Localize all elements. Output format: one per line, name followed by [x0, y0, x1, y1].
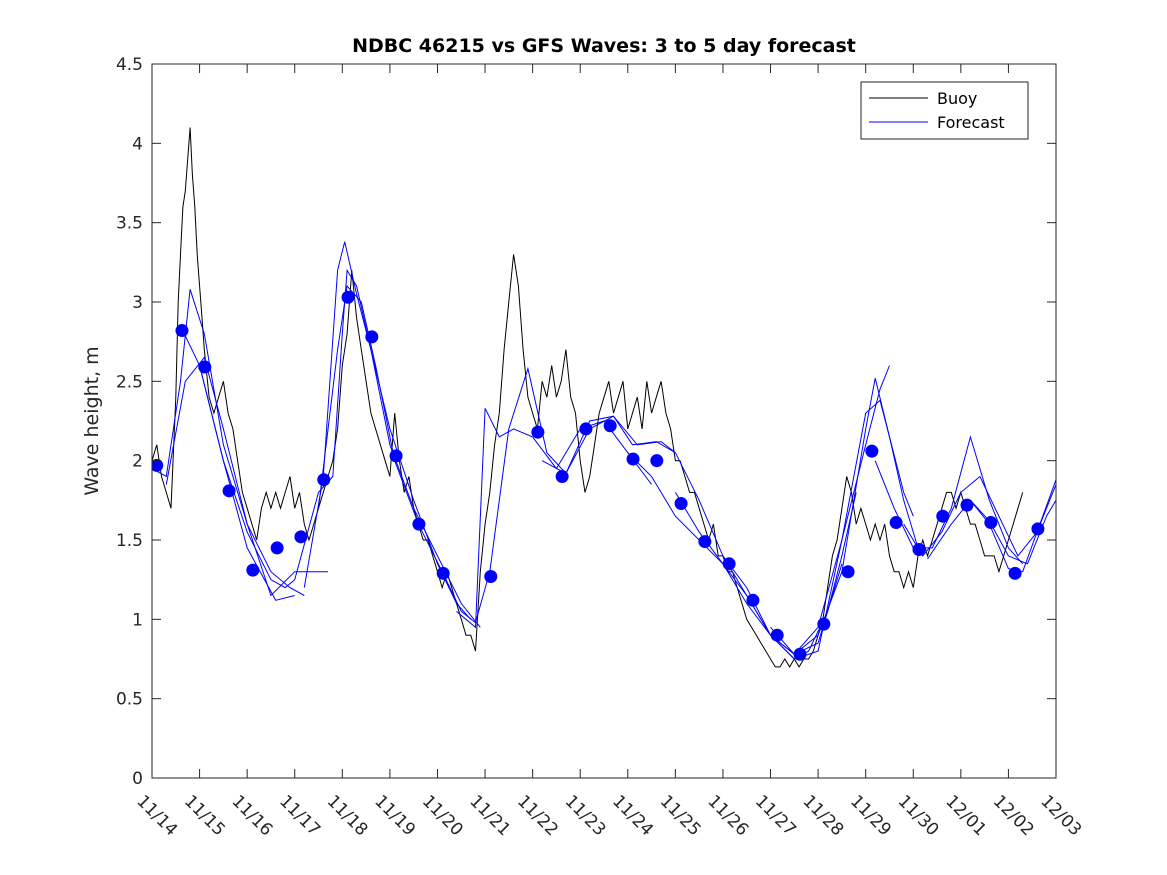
forecast-point	[793, 647, 807, 661]
forecast-point	[1008, 566, 1022, 580]
y-axis-label: Wave height, m	[81, 346, 103, 495]
forecast-point	[770, 628, 784, 642]
forecast-point	[341, 290, 355, 304]
forecast-point	[270, 541, 284, 555]
forecast-point	[365, 330, 379, 344]
series-line-buoy	[152, 127, 1024, 668]
forecast-point	[579, 422, 593, 436]
forecast-point	[889, 516, 903, 530]
y-tick-label: 2.5	[116, 372, 143, 392]
plot-area-frame	[151, 63, 1057, 779]
forecast-point	[698, 535, 712, 549]
y-tick-label: 4	[132, 134, 143, 154]
forecast-point	[722, 557, 736, 571]
forecast-run-line-15	[927, 499, 1056, 565]
forecast-run-line-0	[152, 289, 328, 597]
forecast-point	[603, 419, 617, 433]
legend: Buoy Forecast	[860, 81, 1029, 140]
forecast-point	[841, 565, 855, 579]
y-tick-label: 1	[132, 610, 143, 630]
forecast-point	[436, 566, 450, 580]
forecast-point	[555, 470, 569, 484]
forecast-point	[175, 324, 189, 338]
forecast-point	[817, 617, 831, 631]
y-axis: 0 0.5 1 1.5 2 2.5 3 3.5 4 4.5	[116, 55, 1056, 789]
forecast-run-line-10	[674, 365, 890, 660]
forecast-run-line-14	[903, 475, 1056, 557]
legend-label-forecast: Forecast	[937, 113, 1005, 132]
forecast-run-line-5	[318, 284, 476, 623]
forecast-point	[317, 473, 331, 487]
y-tick-label: 1.5	[116, 531, 143, 551]
forecast-point	[936, 509, 950, 523]
forecast-run-line-2	[180, 325, 295, 601]
forecast-point	[865, 444, 879, 458]
forecast-run-line-12	[770, 399, 919, 655]
forecast-point	[484, 569, 498, 583]
forecast-point	[531, 425, 545, 439]
forecast-point	[984, 516, 998, 530]
forecast-run-line-1	[165, 356, 305, 596]
forecast-point	[389, 449, 403, 463]
y-tick-label: 3.5	[116, 214, 143, 234]
y-tick-label: 0	[132, 769, 143, 789]
forecast-point	[294, 530, 308, 544]
forecast-point	[650, 454, 664, 468]
legend-label-buoy: Buoy	[937, 89, 977, 108]
y-tick-label: 3	[132, 293, 143, 313]
y-tick-label: 0.5	[116, 690, 143, 710]
forecast-point	[960, 498, 974, 512]
forecast-point	[1031, 522, 1045, 536]
forecast-point	[246, 563, 260, 577]
chart-title: NDBC 46215 vs GFS Waves: 3 to 5 day fore…	[352, 35, 856, 57]
forecast-point	[746, 593, 760, 607]
forecast-point	[626, 452, 640, 466]
forecast-point	[674, 497, 688, 511]
legend-box	[860, 81, 1029, 140]
forecast-point	[152, 458, 164, 472]
forecast-point	[222, 484, 236, 498]
forecast-point	[412, 517, 426, 531]
y-tick-label: 2	[132, 452, 143, 472]
forecast-point	[912, 543, 926, 557]
y-tick-label: 4.5	[116, 55, 143, 75]
forecast-point	[198, 360, 212, 374]
